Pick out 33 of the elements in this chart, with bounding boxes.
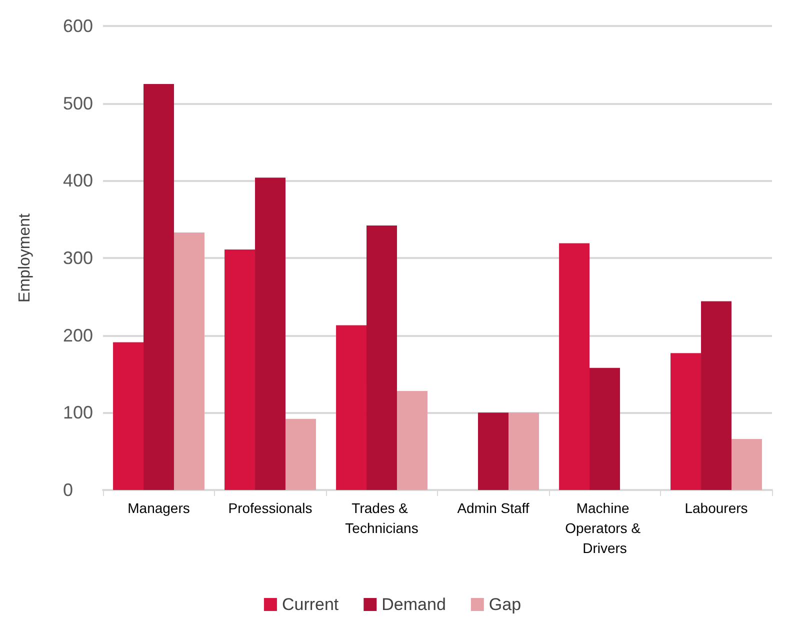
- legend-label: Demand: [382, 595, 446, 614]
- bar: [508, 412, 539, 490]
- y-tick-label: 0: [63, 480, 74, 500]
- legend-label: Current: [282, 595, 339, 614]
- bar: [113, 342, 144, 490]
- x-tick-label: Labourers: [684, 500, 748, 516]
- y-tick-label: 300: [63, 248, 94, 268]
- bar: [144, 84, 174, 490]
- bar: [670, 353, 702, 490]
- bar: [285, 418, 316, 490]
- y-tick-label: 600: [63, 16, 94, 36]
- bar: [174, 232, 204, 490]
- bar: [255, 178, 286, 490]
- y-tick-label: 200: [63, 325, 94, 346]
- bar: [590, 368, 620, 490]
- bar: [478, 412, 508, 490]
- x-tick-label: Managers: [128, 500, 190, 516]
- bar: [701, 301, 732, 490]
- y-tick-label: 400: [63, 170, 94, 191]
- bar: [224, 249, 256, 490]
- x-tick-label: Professionals: [228, 500, 312, 516]
- x-tick-label: Admin Staff: [457, 500, 530, 516]
- y-axis-title: Employment: [16, 212, 34, 302]
- bar: [559, 243, 590, 490]
- x-tick-label: Trades & Technicians: [345, 500, 418, 536]
- x-tick-label: Machine Operators & Drivers: [565, 500, 644, 556]
- y-tick-label: 100: [63, 402, 94, 423]
- bar: [396, 391, 428, 490]
- bar: [731, 438, 762, 490]
- y-tick-label: 500: [63, 93, 94, 114]
- bar: [336, 325, 367, 490]
- bar: [366, 226, 397, 490]
- legend-label: Gap: [488, 595, 522, 614]
